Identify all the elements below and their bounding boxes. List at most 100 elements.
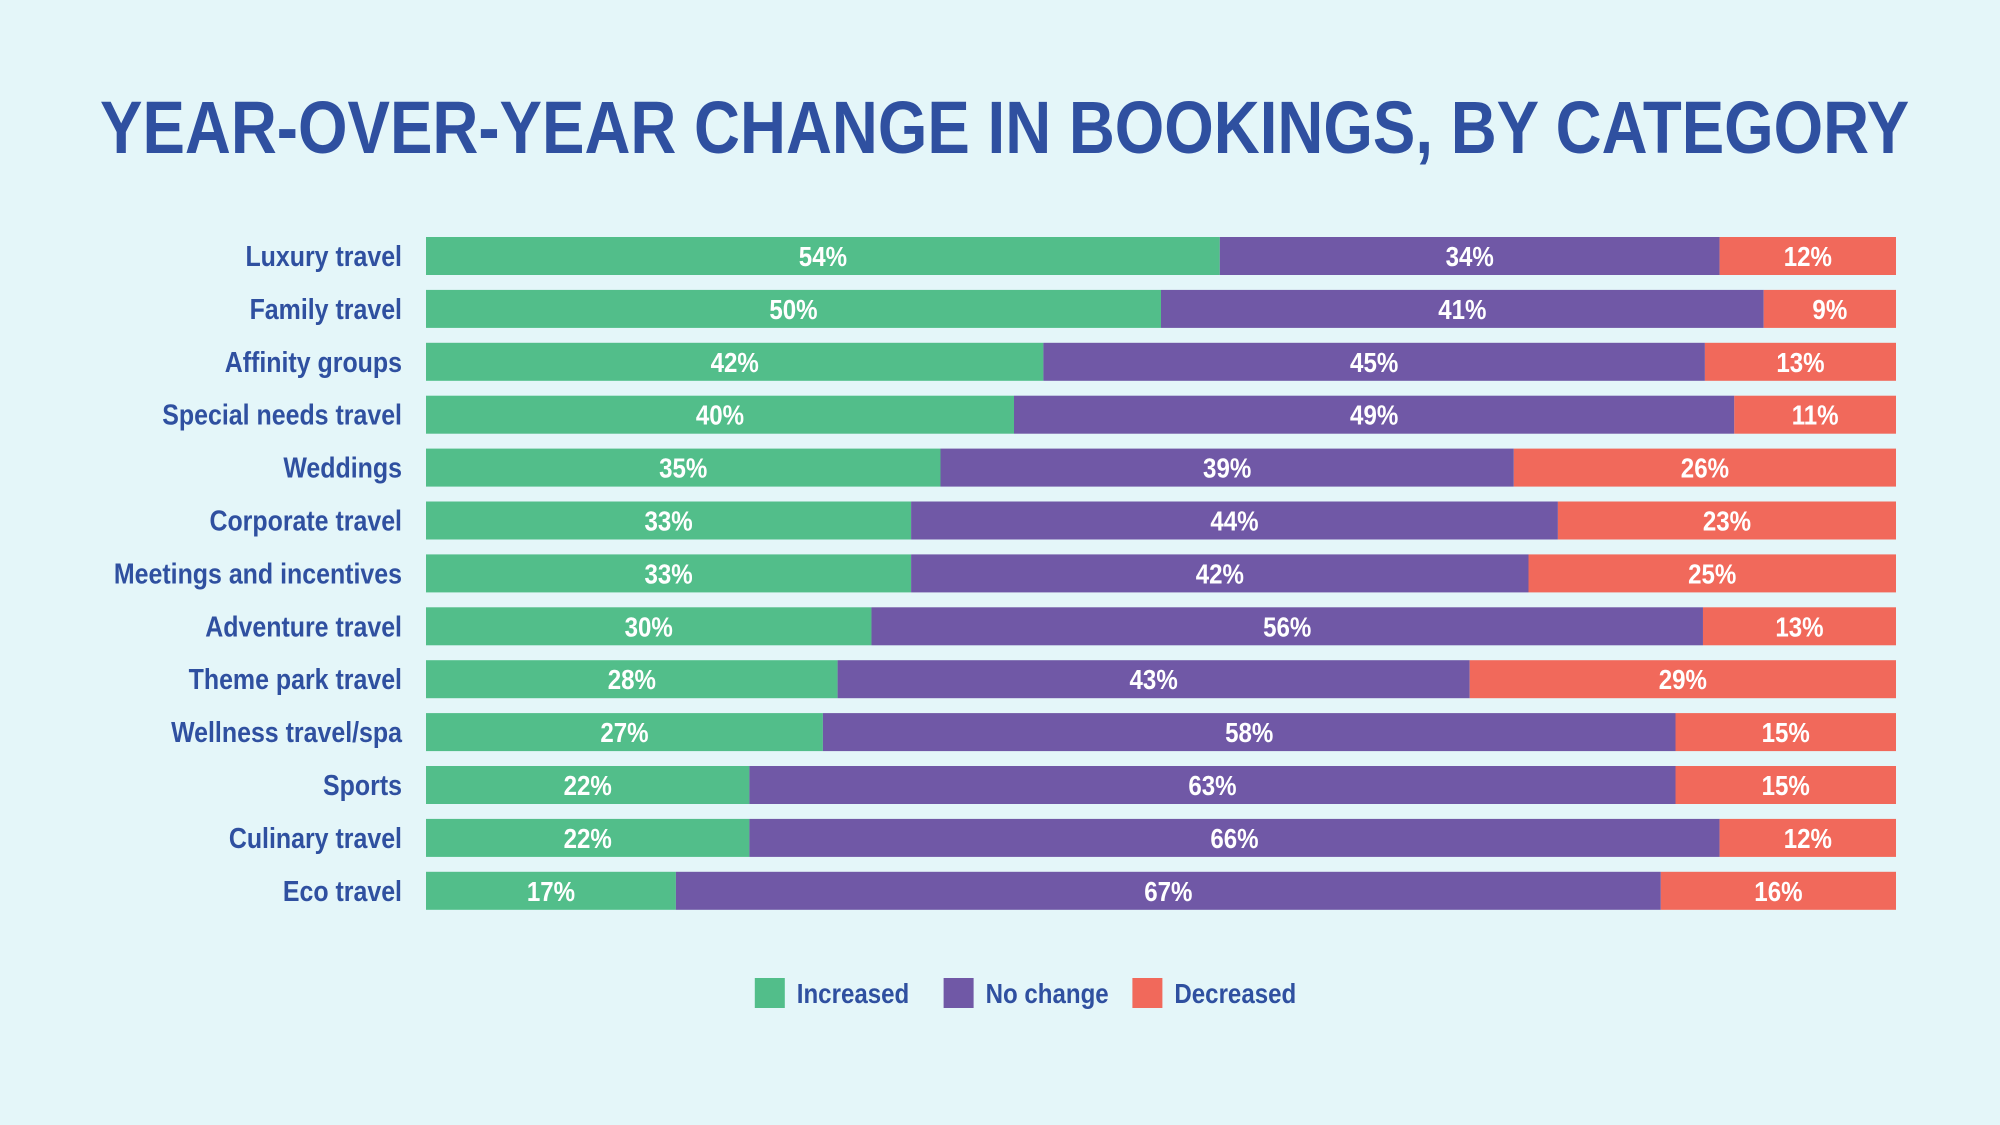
data-label: 16% — [1754, 875, 1802, 907]
data-label: 40% — [696, 399, 744, 431]
bar-segment-no-change — [675, 871, 1661, 910]
category-label: Meetings and incentives — [114, 558, 402, 590]
bar-segment-decreased — [1763, 289, 1896, 328]
bar-segment-no-change — [749, 818, 1720, 857]
bar-row-corporate-travel: Corporate travel 33% 44% 23% — [209, 501, 1896, 540]
data-label: 30% — [625, 611, 673, 643]
data-label: 17% — [527, 875, 575, 907]
bar-segment-increased — [426, 395, 1014, 434]
bar-row-theme-park-travel: Theme park travel 28% 43% 29% — [189, 660, 1896, 699]
bar-segment-decreased — [1675, 766, 1896, 804]
legend-swatch — [754, 978, 785, 1008]
data-label: 23% — [1703, 505, 1751, 537]
bar-row-wellness-travel-spa: Wellness travel/spa 27% 58% 15% — [171, 713, 1896, 752]
data-label: 35% — [659, 452, 707, 484]
category-label: Special needs travel — [162, 399, 402, 431]
bar-segment-decreased — [1469, 660, 1896, 699]
category-label: Affinity groups — [225, 346, 402, 378]
category-label: Culinary travel — [229, 822, 402, 854]
data-label: 22% — [564, 769, 612, 801]
data-label: 28% — [608, 663, 656, 695]
category-label: Family travel — [250, 293, 402, 325]
legend-item-no-change: No change — [943, 977, 1109, 1009]
bar-segment-increased — [426, 713, 823, 752]
category-label: Luxury travel — [245, 240, 402, 272]
bar-segment-increased — [426, 660, 838, 699]
data-label: 25% — [1688, 558, 1736, 590]
category-label: Wellness travel/spa — [171, 716, 403, 748]
bar-segment-decreased — [1719, 237, 1896, 275]
data-label: 27% — [600, 716, 648, 748]
bars-group: Luxury travel 54% 34% 12% Family travel 50% 41… — [114, 237, 1896, 910]
bar-segment-increased — [426, 289, 1161, 328]
bar-segment-no-change — [749, 766, 1676, 804]
bar-segment-increased — [426, 871, 676, 910]
bar-segment-no-change — [837, 660, 1470, 699]
bar-segment-increased — [426, 766, 750, 804]
bar-segment-increased — [426, 237, 1220, 275]
legend-label: Decreased — [1174, 977, 1296, 1009]
data-label: 42% — [1196, 558, 1244, 590]
category-label: Adventure travel — [205, 611, 402, 643]
legend-swatch — [1132, 978, 1163, 1008]
data-label: 66% — [1210, 822, 1258, 854]
legend: Increased No change Decreased — [754, 977, 1296, 1009]
bar-segment-increased — [426, 554, 912, 593]
data-label: 44% — [1210, 505, 1258, 537]
bar-segment-no-change — [940, 448, 1514, 487]
data-label: 26% — [1681, 452, 1729, 484]
bar-segment-decreased — [1528, 554, 1896, 593]
bar-segment-decreased — [1675, 713, 1896, 752]
category-label: Theme park travel — [189, 663, 402, 695]
bar-segment-no-change — [1043, 342, 1705, 381]
data-label: 58% — [1225, 716, 1273, 748]
bar-segment-no-change — [1014, 395, 1735, 434]
data-label: 42% — [711, 346, 759, 378]
data-label: 54% — [799, 240, 847, 272]
bar-row-family-travel: Family travel 50% 41% 9% — [250, 289, 1896, 328]
bar-segment-increased — [426, 818, 750, 857]
bar-segment-decreased — [1513, 448, 1896, 487]
data-label: 45% — [1350, 346, 1398, 378]
bar-row-weddings: Weddings 35% 39% 26% — [283, 448, 1896, 487]
bar-segment-increased — [426, 607, 872, 646]
bar-segment-no-change — [1219, 237, 1720, 275]
data-label: 50% — [769, 293, 817, 325]
bar-row-culinary-travel: Culinary travel 22% 66% 12% — [229, 818, 1896, 857]
bar-segment-no-change — [1161, 289, 1764, 328]
bar-segment-decreased — [1557, 501, 1896, 540]
bar-segment-increased — [426, 448, 941, 487]
bar-segment-decreased — [1734, 395, 1896, 434]
bar-row-meetings-and-incentives: Meetings and incentives 33% 42% 25% — [114, 554, 1896, 593]
bar-row-luxury-travel: Luxury travel 54% 34% 12% — [245, 237, 1896, 275]
data-label: 34% — [1446, 240, 1494, 272]
data-label: 67% — [1144, 875, 1192, 907]
bar-segment-decreased — [1660, 871, 1896, 910]
data-label: 22% — [564, 822, 612, 854]
bar-segment-decreased — [1704, 342, 1896, 381]
legend-label: Increased — [797, 977, 909, 1009]
data-label: 9% — [1812, 293, 1847, 325]
bar-segment-increased — [426, 342, 1044, 381]
bar-segment-no-change — [822, 713, 1676, 752]
legend-item-increased: Increased — [754, 977, 909, 1009]
bar-segment-no-change — [911, 554, 1529, 593]
data-label: 43% — [1130, 663, 1178, 695]
legend-label: No change — [986, 977, 1109, 1009]
data-label: 15% — [1762, 769, 1810, 801]
bar-segment-no-change — [911, 501, 1558, 540]
legend-swatch — [943, 978, 974, 1008]
category-label: Sports — [323, 769, 402, 801]
data-label: 56% — [1263, 611, 1311, 643]
data-label: 12% — [1784, 240, 1832, 272]
data-label: 13% — [1776, 346, 1824, 378]
bar-row-eco-travel: Eco travel 17% 67% 16% — [283, 871, 1896, 910]
category-label: Weddings — [283, 452, 402, 484]
data-label: 33% — [644, 558, 692, 590]
bar-row-adventure-travel: Adventure travel 30% 56% 13% — [205, 607, 1896, 646]
data-label: 12% — [1784, 822, 1832, 854]
bar-segment-increased — [426, 501, 912, 540]
data-label: 13% — [1775, 611, 1823, 643]
chart-title: YEAR-OVER-YEAR CHANGE IN BOOKINGS, BY CA… — [100, 86, 1910, 169]
